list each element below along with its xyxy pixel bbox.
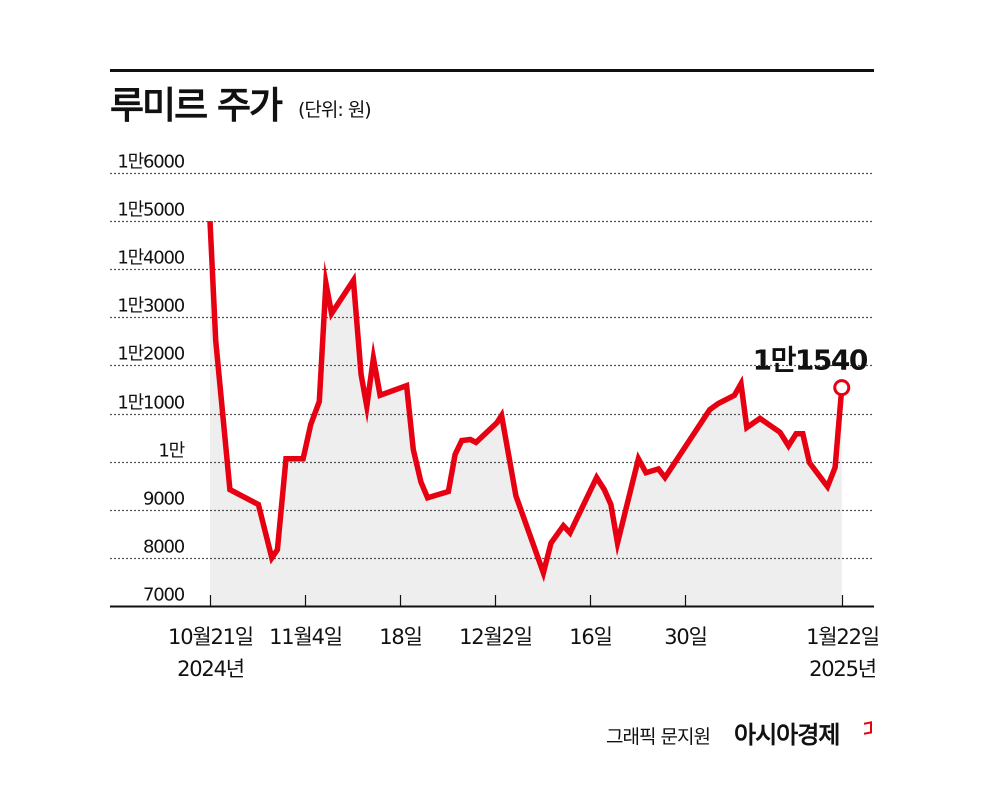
y-axis-label: 9000 bbox=[143, 489, 185, 510]
y-axis-label: 1만2000 bbox=[117, 344, 184, 365]
price-line bbox=[207, 220, 845, 583]
y-axis-label: 8000 bbox=[143, 537, 185, 558]
chart-title: 루미르 주가 bbox=[110, 84, 283, 127]
grid-lines bbox=[110, 172, 874, 560]
area-fill bbox=[210, 221, 842, 606]
top-rule bbox=[110, 69, 874, 72]
x-axis-label: 16일 bbox=[569, 625, 611, 649]
x-axis-ticks: 10월21일 2024년 11월4일 18일 12월2일 16일 30일 1월22일 2025년 bbox=[168, 595, 880, 681]
brand-logo: 아시아경제 bbox=[734, 721, 840, 749]
x-axis-year-label: 2024년 bbox=[177, 657, 244, 681]
last-price-annotation: 1만1540 bbox=[753, 344, 868, 377]
y-axis-label: 1만1000 bbox=[117, 393, 184, 414]
y-axis-labels: 1만6000 1만5000 1만4000 1만3000 1만2000 1만1000 1만 90… bbox=[117, 152, 186, 606]
y-axis-label: 1만4000 bbox=[117, 248, 184, 269]
y-axis-label: 1만3000 bbox=[117, 296, 184, 317]
y-axis-label: 1만 bbox=[158, 441, 184, 462]
x-axis-label: 18일 bbox=[379, 625, 421, 649]
x-axis-label: 11월4일 bbox=[269, 625, 342, 649]
brand-mark-icon bbox=[864, 721, 872, 735]
y-axis-label: 1만5000 bbox=[117, 200, 184, 221]
x-axis-label: 1월22일 bbox=[806, 625, 879, 649]
x-axis-label: 30일 bbox=[664, 625, 706, 649]
x-axis-year-label: 2025년 bbox=[809, 657, 876, 681]
last-price-marker bbox=[833, 379, 851, 397]
x-axis-label: 10월21일 bbox=[168, 625, 253, 649]
y-axis-label: 1만6000 bbox=[117, 152, 184, 173]
x-axis-label: 12월2일 bbox=[459, 625, 532, 649]
graphic-credit: 그래픽 문지원 bbox=[606, 726, 711, 748]
y-axis-label: 7000 bbox=[143, 585, 185, 606]
unit-label: (단위: 원) bbox=[298, 99, 372, 121]
